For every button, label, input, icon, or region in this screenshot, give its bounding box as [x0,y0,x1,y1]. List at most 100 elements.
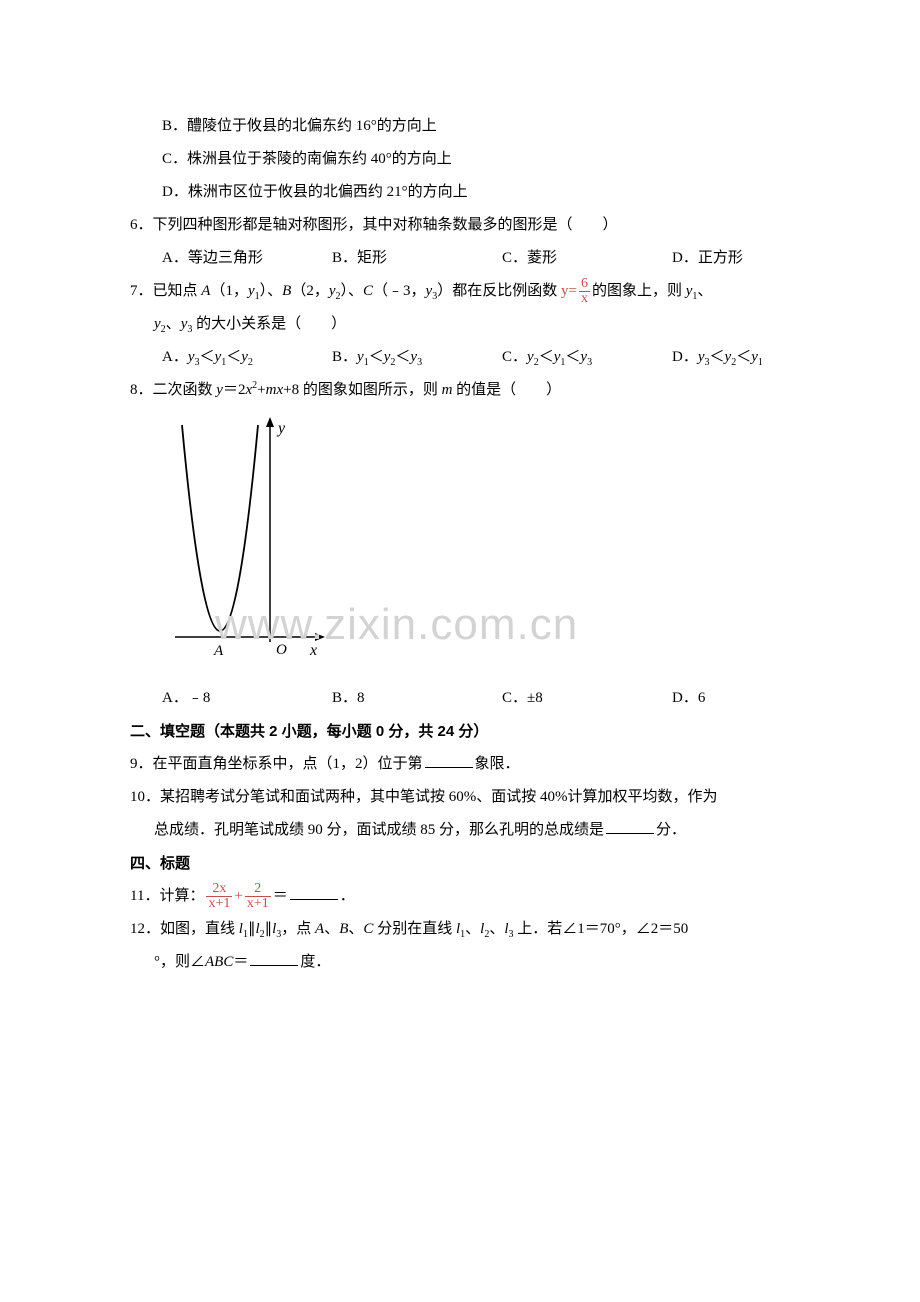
q7-C: C [363,283,373,299]
y-label: y [276,420,286,437]
a-label: A [213,643,224,659]
q7-pre: 7．已知点 [130,283,201,299]
q7-opt-b: B．y1＜y2＜y3 [332,341,502,374]
q7c-p: C． [502,349,527,365]
q7a-3s: 2 [248,357,253,368]
q10-blank [606,819,654,834]
q7-l2t: 的大小关系是（ ） [192,316,346,332]
q7a-lt1: ＜ [200,349,215,365]
q11: 11．计算：2xx+1+2x+1＝． [130,880,790,913]
q7-l2m: 、 [166,316,181,332]
q7-sep1: ）、 [260,283,283,299]
q12-c3: 、 [465,921,480,937]
q7-Bcoord: （2， [291,283,329,299]
q7d-lt1: ＜ [710,349,725,365]
exam-page: B．醴陵位于攸县的北偏东约 16°的方向上 C．株洲县位于茶陵的南偏东约 40°… [0,0,920,1179]
q10-pre: 总成绩．孔明笔试成绩 90 分，面试成绩 85 分，那么孔明的总成绩是 [154,822,604,838]
q9-pre: 9．在平面直角坐标系中，点（1，2）位于第 [130,756,423,772]
x-arrow [315,633,325,641]
q11-plus: + [234,888,242,904]
section-4-title: 四、标题 [130,847,790,880]
q10-line2: 总成绩．孔明笔试成绩 90 分，面试成绩 85 分，那么孔明的总成绩是 分． [130,814,790,847]
q8-options: A．﹣8 B．8 C．±8 D．6 [130,682,790,715]
q8-opt-a: A．﹣8 [162,682,332,715]
q8-opt-c: C．±8 [502,682,672,715]
q7-y1: y [248,283,255,299]
q9: 9．在平面直角坐标系中，点（1，2）位于第 象限． [130,748,790,781]
y-arrow [266,417,274,427]
q7b-lt2: ＜ [395,349,410,365]
q12-C: C [363,921,373,937]
q7-Acoord: （1， [210,283,248,299]
q9-post: 象限． [475,756,520,772]
q12-pre: 12．如图，直线 [130,921,239,937]
q7-y2: y [329,283,336,299]
q10-post: 分． [656,822,686,838]
q7-B: B [282,283,291,299]
q8-m: m [266,382,277,398]
q11-pre: 11．计算： [130,888,204,904]
q7a-1: y [188,349,195,365]
q8-pre: 8．二次函数 [130,382,216,398]
q12-abc: ABC [205,954,233,970]
q11-f2n: 2 [245,882,271,897]
q11-frac1: 2xx+1 [206,882,232,911]
q7-yeq: y= [561,283,577,299]
q7b-3s: 3 [417,357,422,368]
origin-label: O [276,642,287,658]
q5-opt-c: C．株洲县位于茶陵的南偏东约 40°的方向上 [130,143,790,176]
x-label: x [309,642,317,659]
q7-stem-line2: y2、y3 的大小关系是（ ） [130,308,790,341]
q7d-p: D． [672,349,698,365]
q7a-3: y [241,349,248,365]
q12-c1: 、 [324,921,339,937]
q7d-lt2: ＜ [736,349,751,365]
q11-blank [290,885,338,900]
q9-blank [425,753,473,768]
q6-opt-a: A．等边三角形 [162,242,332,275]
q12-l2post: 度． [300,954,330,970]
q7c-lt2: ＜ [565,349,580,365]
q7-opt-c: C．y2＜y1＜y3 [502,341,672,374]
q8-opt-b: B．8 [332,682,502,715]
q7c-lt1: ＜ [539,349,554,365]
q7-options: A．y3＜y1＜y2 B．y1＜y2＜y3 C．y2＜y1＜y3 D．y3＜y2… [130,341,790,374]
q7b-lt1: ＜ [369,349,384,365]
q12-l2p: °，则∠ [154,954,205,970]
parabola-curve [182,425,258,631]
q8-m2: m [442,382,453,398]
section-2-title: 二、填空题（本题共 2 小题，每小题 0 分，共 24 分） [130,715,790,748]
q7-Ccoord: （﹣3， [373,283,426,299]
q7a-lt2: ＜ [226,349,241,365]
q8-y: y [216,382,223,398]
q11-frac2: 2x+1 [245,882,271,911]
q12-t: 上．若∠1＝70°，∠2＝50 [514,921,689,937]
q8-end: 的值是（ ） [452,382,561,398]
q12-c2: 、 [348,921,363,937]
q12-line1: 12．如图，直线 l1∥l2∥l3，点 A、B、C 分别在直线 l1、l2、l3… [130,913,790,946]
q11-eq: ＝ [273,888,288,904]
q7d-1: y [698,349,705,365]
q12-A: A [315,921,324,937]
q7-stem-line1: 7．已知点 A（1，y1）、B（2，y2）、C（﹣3，y3）都在反比例函数 y=… [130,275,790,308]
q7c-1: y [527,349,534,365]
q7-mid: ）都在反比例函数 [437,283,561,299]
q6-opt-b: B．矩形 [332,242,502,275]
q12-m1: ，点 [281,921,315,937]
q7-opt-d: D．y3＜y2＜y1 [672,341,822,374]
q7d-3: y [751,349,758,365]
q8-p1: + [257,382,265,398]
q8-graph: y x O A [130,407,790,682]
q7a-p: A． [162,349,188,365]
q11-f2d: x+1 [245,897,271,911]
q7-frac: 6x [579,277,590,306]
parabola-graph: y x O A [160,417,330,667]
q7d-3s: 1 [758,357,763,368]
q12-line2: °，则∠ABC＝度． [130,946,790,979]
q12-c4: 、 [489,921,504,937]
q10-line1: 10．某招聘考试分笔试和面试两种，其中笔试按 60%、面试按 40%计算加权平均… [130,781,790,814]
q12-m2: 分别在直线 [373,921,456,937]
q6-opt-d: D．正方形 [672,242,822,275]
q12-p2: ∥ [265,921,273,937]
q5-opt-d: D．株洲市区位于攸县的北偏西约 21°的方向上 [130,176,790,209]
